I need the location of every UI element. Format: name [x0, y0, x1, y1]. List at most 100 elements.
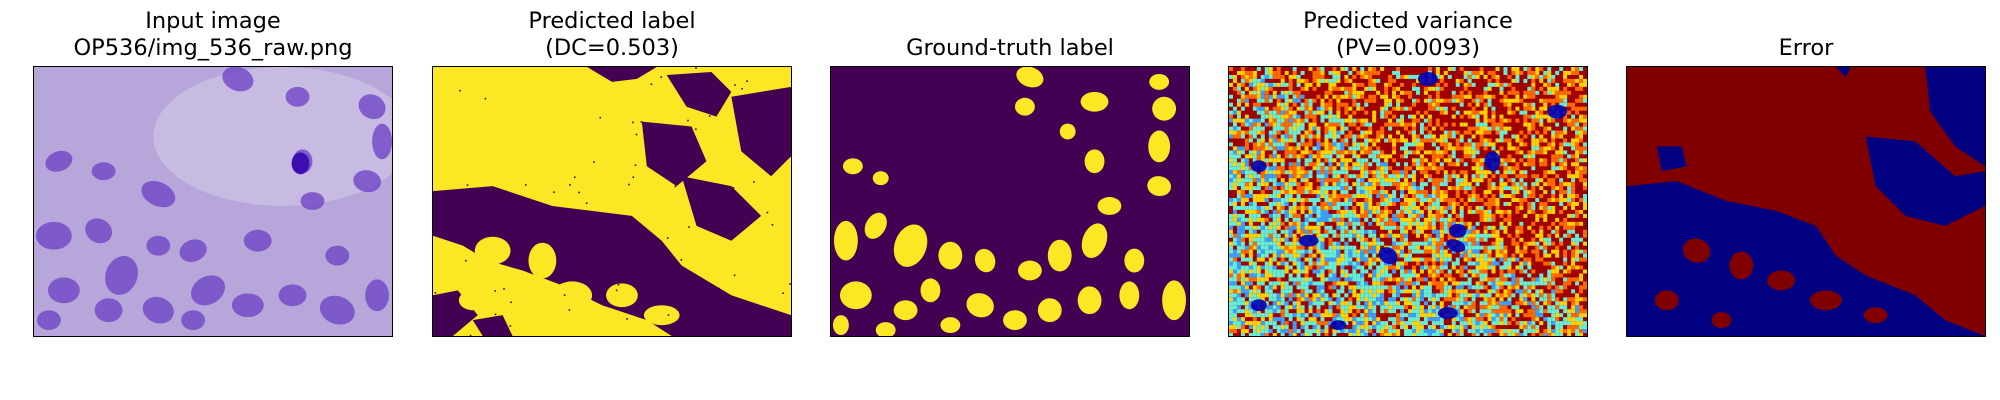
error-region [1863, 307, 1888, 324]
nucleus-label [1047, 239, 1072, 272]
nucleus [47, 277, 80, 304]
low-variance-blob [1378, 247, 1398, 265]
noise-speck [568, 309, 571, 311]
noise-speck [580, 241, 583, 243]
background-region [433, 186, 791, 336]
noise-speck [510, 301, 512, 304]
nucleus [36, 310, 61, 331]
noise-speck [695, 128, 697, 131]
panel-title-predicted-line2: (DC=0.503) [545, 35, 679, 61]
noise-speck [766, 211, 769, 214]
nucleus-label [893, 224, 928, 267]
panel-title-variance-line1: Predicted variance [1303, 8, 1513, 34]
panel-title-variance: Predicted variance (PV=0.0093) [1228, 8, 1588, 62]
noise-speck [459, 89, 461, 92]
nucleus-label [1124, 248, 1145, 273]
noise-speck [753, 181, 755, 183]
noise-speck [463, 311, 465, 314]
nucleus-label [1097, 197, 1122, 215]
noise-speck [615, 289, 618, 292]
noise-speck [466, 184, 469, 186]
noise-speck [695, 67, 697, 69]
nucleus-label [842, 158, 863, 175]
nucleus [285, 86, 310, 107]
nucleus-label [839, 281, 872, 310]
noise-speck [650, 83, 653, 86]
noise-speck [734, 84, 736, 86]
nucleus-label [1003, 310, 1027, 331]
nucleus [181, 310, 206, 331]
nucleus-label [1152, 96, 1177, 121]
correct-region [1656, 146, 1687, 172]
noise-speck [563, 294, 566, 296]
panel-title-predicted-line1: Predicted label [528, 8, 696, 34]
panel-title-ground-truth: Ground-truth label [830, 8, 1190, 62]
noise-speck [569, 184, 571, 186]
noise-speck [434, 202, 437, 205]
panel-title-ground-truth-line2: Ground-truth label [906, 35, 1114, 61]
panel-title-variance-line2: (PV=0.0093) [1335, 35, 1481, 61]
foreground-region [474, 236, 511, 265]
noise-speck [771, 320, 773, 323]
nucleus-label [1037, 298, 1062, 323]
nucleus [291, 152, 310, 175]
noise-speck [674, 185, 677, 188]
noise-speck [762, 156, 764, 159]
correct-region [1627, 181, 1985, 336]
noise-speck [593, 161, 595, 163]
low-variance-blob [1250, 160, 1267, 173]
noise-speck [776, 121, 779, 123]
foreground-region [552, 281, 593, 310]
noise-speck [696, 100, 699, 103]
noise-speck [553, 191, 555, 193]
panel-title-predicted: Predicted label (DC=0.503) [432, 8, 792, 62]
nucleus-label [1084, 149, 1105, 174]
error-panel [1626, 66, 1986, 337]
noise-speck [782, 292, 784, 295]
noise-speck [746, 80, 748, 82]
nucleus [243, 229, 272, 252]
low-variance-blob [1417, 71, 1438, 86]
noise-speck [465, 259, 467, 262]
correct-region [1925, 67, 1985, 167]
noise-speck [628, 183, 630, 186]
noise-speck [433, 209, 436, 212]
nucleus-label [1080, 91, 1109, 112]
foreground-region [606, 283, 638, 308]
nucleus [91, 162, 116, 181]
nucleus-label [875, 322, 896, 336]
nucleus [353, 170, 381, 193]
nucleus-label [1081, 223, 1108, 258]
nucleus [191, 275, 226, 306]
nucleus-label [832, 315, 849, 336]
background-region [731, 86, 791, 177]
noise-speck [640, 121, 643, 123]
noise-speck [469, 334, 472, 336]
background-region [681, 176, 762, 241]
noise-speck [537, 201, 540, 204]
background-region [587, 67, 657, 82]
noise-speck [617, 283, 620, 286]
input-image-panel [33, 66, 393, 337]
nucleus-label [966, 293, 994, 318]
nucleus [45, 150, 73, 172]
nucleus [325, 245, 350, 266]
low-variance-blob [1448, 223, 1467, 238]
noise-speck [789, 283, 791, 285]
foreground-region [513, 305, 542, 326]
noise-speck [524, 184, 527, 186]
noise-speck [635, 133, 638, 136]
noise-speck [709, 96, 712, 99]
predicted-variance-plot [1229, 67, 1587, 336]
variance-noise [1229, 67, 1587, 336]
noise-speck [494, 290, 497, 292]
nucleus-label [1147, 176, 1172, 197]
noise-speck [632, 121, 634, 124]
noise-speck [709, 105, 712, 108]
nucleus [222, 67, 254, 92]
predicted-label-panel [432, 66, 792, 337]
nucleus-label [920, 278, 941, 303]
error-region [1945, 298, 1966, 323]
noise-speck [484, 97, 487, 100]
